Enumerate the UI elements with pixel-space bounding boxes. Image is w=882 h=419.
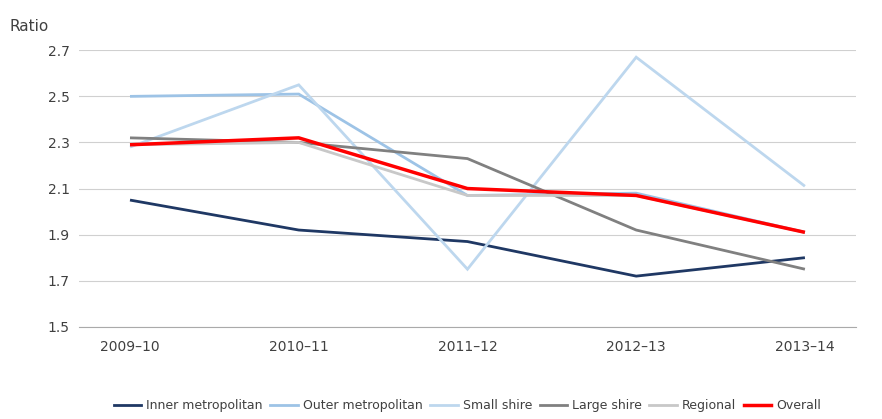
Inner metropolitan	[462, 239, 473, 244]
Outer metropolitan	[462, 193, 473, 198]
Small shire	[124, 145, 135, 150]
Line: Overall: Overall	[130, 138, 805, 233]
Text: Ratio: Ratio	[10, 19, 49, 34]
Regional	[462, 193, 473, 198]
Large shire	[124, 135, 135, 140]
Overall	[294, 135, 304, 140]
Regional	[631, 193, 641, 198]
Regional	[294, 140, 304, 145]
Overall	[124, 142, 135, 147]
Inner metropolitan	[631, 274, 641, 279]
Regional	[124, 142, 135, 147]
Large shire	[294, 140, 304, 145]
Large shire	[800, 267, 811, 272]
Small shire	[294, 83, 304, 88]
Regional	[800, 230, 811, 235]
Outer metropolitan	[800, 230, 811, 235]
Outer metropolitan	[631, 191, 641, 196]
Small shire	[800, 184, 811, 189]
Line: Large shire: Large shire	[130, 138, 805, 269]
Inner metropolitan	[124, 198, 135, 203]
Outer metropolitan	[294, 92, 304, 97]
Inner metropolitan	[294, 228, 304, 233]
Large shire	[631, 228, 641, 233]
Line: Small shire: Small shire	[130, 57, 805, 269]
Outer metropolitan	[124, 94, 135, 99]
Small shire	[462, 267, 473, 272]
Overall	[631, 193, 641, 198]
Line: Regional: Regional	[130, 142, 805, 233]
Overall	[800, 230, 811, 235]
Line: Inner metropolitan: Inner metropolitan	[130, 200, 805, 276]
Large shire	[462, 156, 473, 161]
Legend: Inner metropolitan, Outer metropolitan, Small shire, Large shire, Regional, Over: Inner metropolitan, Outer metropolitan, …	[108, 394, 826, 417]
Line: Outer metropolitan: Outer metropolitan	[130, 94, 805, 233]
Overall	[462, 186, 473, 191]
Inner metropolitan	[800, 255, 811, 260]
Small shire	[631, 55, 641, 60]
